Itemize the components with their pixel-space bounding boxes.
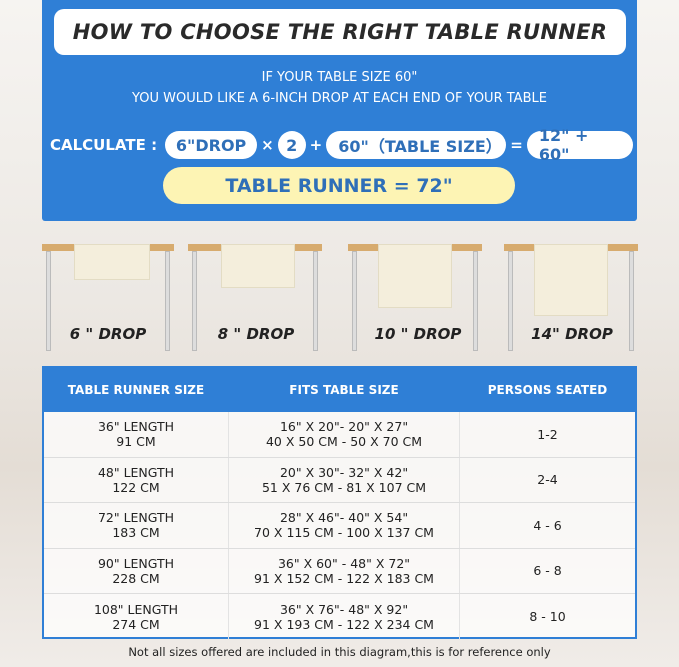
persons-cell: 4 - 6 xyxy=(533,517,562,533)
calculation-panel: HOW TO CHOOSE THE RIGHT TABLE RUNNER IF … xyxy=(42,0,637,221)
drop-pill: 6"DROP xyxy=(165,131,258,159)
length-inches: 108" LENGTH xyxy=(93,601,179,617)
drop-label: 14" DROP xyxy=(531,325,613,343)
persons-cell: 8 - 10 xyxy=(529,609,566,625)
length-cm: 228 CM xyxy=(112,570,160,586)
length-inches: 48" LENGTH xyxy=(97,464,175,480)
length-inches: 90" LENGTH xyxy=(97,555,175,571)
runner-size-cell: 36" LENGTH 91 CM xyxy=(44,419,228,449)
fits-size-cell: 36" X 60" - 48" X 72" 91 X 152 CM - 122 X… xyxy=(228,548,460,593)
fits-size-cell: 16" X 20"- 20" X 27" 40 X 50 CM - 50 X 70… xyxy=(228,412,460,457)
fit-inches: 28" X 46"- 40" X 54" xyxy=(279,510,409,526)
table-row: 48" LENGTH 122 CM 20" X 30"- 32" X 42" 51 X… xyxy=(44,457,635,503)
footnote: Not all sizes offered are included in th… xyxy=(128,645,551,659)
table-size-pill: 60"（TABLE SIZE） xyxy=(326,131,507,159)
fits-size-cell: 36" X 76"- 48" X 92" 91 X 193 CM - 122 X … xyxy=(228,594,460,640)
length-cm: 91 CM xyxy=(116,434,156,450)
persons-cell: 1-2 xyxy=(537,426,558,442)
table-illustration-14 xyxy=(504,244,638,354)
header-runner-size: TABLE RUNNER SIZE xyxy=(67,383,205,397)
header-persons: PERSONS SEATED xyxy=(487,383,608,397)
drop-label: 10 " DROP xyxy=(374,325,462,343)
fit-inches: 36" X 60" - 48" X 72" xyxy=(277,555,411,571)
drop-label: 6 " DROP xyxy=(69,325,147,343)
result-pill: TABLE RUNNER = 72" xyxy=(163,167,515,204)
fit-cm: 40 X 50 CM - 50 X 70 CM xyxy=(265,434,423,450)
plus-sign: + xyxy=(309,136,323,154)
persons-cell: 2-4 xyxy=(537,472,558,488)
equals-sign: = xyxy=(510,136,523,154)
drop-label: 8 " DROP xyxy=(217,325,295,343)
fit-inches: 16" X 20"- 20" X 27" xyxy=(279,419,409,435)
page-title: HOW TO CHOOSE THE RIGHT TABLE RUNNER xyxy=(54,9,626,55)
table-row: 72" LENGTH 183 CM 28" X 46"- 40" X 54" 70 X… xyxy=(44,503,635,549)
runner-size-cell: 48" LENGTH 122 CM xyxy=(44,465,228,495)
fit-inches: 20" X 30"- 32" X 42" xyxy=(279,464,409,480)
length-cm: 183 CM xyxy=(112,525,160,541)
length-cm: 122 CM xyxy=(112,479,160,495)
runner-size-cell: 72" LENGTH 183 CM xyxy=(44,510,228,540)
sum-pill: 12" + 60" xyxy=(526,126,633,164)
table-illustration-8 xyxy=(188,244,322,354)
length-inches: 72" LENGTH xyxy=(97,510,175,526)
fits-size-cell: 20" X 30"- 32" X 42" 51 X 76 CM - 81 X 10… xyxy=(228,457,460,502)
header-fits-size: FITS TABLE SIZE xyxy=(289,383,399,397)
runner-size-cell: 90" LENGTH 228 CM xyxy=(44,556,228,586)
runner-size-cell: 108" LENGTH 274 CM xyxy=(44,602,228,632)
persons-cell: 6 - 8 xyxy=(533,563,562,579)
multiplier-pill: 2 xyxy=(277,131,306,159)
fits-size-cell: 28" X 46"- 40" X 54" 70 X 115 CM - 100 X … xyxy=(228,503,460,548)
fit-cm: 91 X 193 CM - 122 X 234 CM xyxy=(254,616,434,632)
calculation-row: CALCULATE : 6"DROP × 2 + 60"（TABLE SIZE）… xyxy=(50,126,633,164)
table-header: TABLE RUNNER SIZE FITS TABLE SIZE PERSON… xyxy=(44,368,635,412)
length-cm: 274 CM xyxy=(112,616,160,632)
intro-line-1: IF YOUR TABLE SIZE 60" xyxy=(261,70,418,85)
table-row: 108" LENGTH 274 CM 36" X 76"- 48" X 92" 91 … xyxy=(44,594,635,640)
length-inches: 36" LENGTH xyxy=(97,419,175,435)
calculate-label: CALCULATE : xyxy=(50,136,158,154)
times-sign: × xyxy=(261,136,274,154)
fit-cm: 70 X 115 CM - 100 X 137 CM xyxy=(254,525,434,541)
intro-line-2: YOU WOULD LIKE A 6-INCH DROP AT EACH END… xyxy=(132,91,547,106)
table-row: 90" LENGTH 228 CM 36" X 60" - 48" X 72" 91 … xyxy=(44,548,635,594)
fit-cm: 91 X 152 CM - 122 X 183 CM xyxy=(254,570,434,586)
table-illustration-10 xyxy=(348,244,482,354)
table-row: 36" LENGTH 91 CM 16" X 20"- 20" X 27" 40 X … xyxy=(44,412,635,458)
fit-cm: 51 X 76 CM - 81 X 107 CM xyxy=(261,479,427,495)
size-table: TABLE RUNNER SIZE FITS TABLE SIZE PERSON… xyxy=(42,366,637,640)
table-illustration-6 xyxy=(42,244,174,354)
fit-inches: 36" X 76"- 48" X 92" xyxy=(279,601,409,617)
